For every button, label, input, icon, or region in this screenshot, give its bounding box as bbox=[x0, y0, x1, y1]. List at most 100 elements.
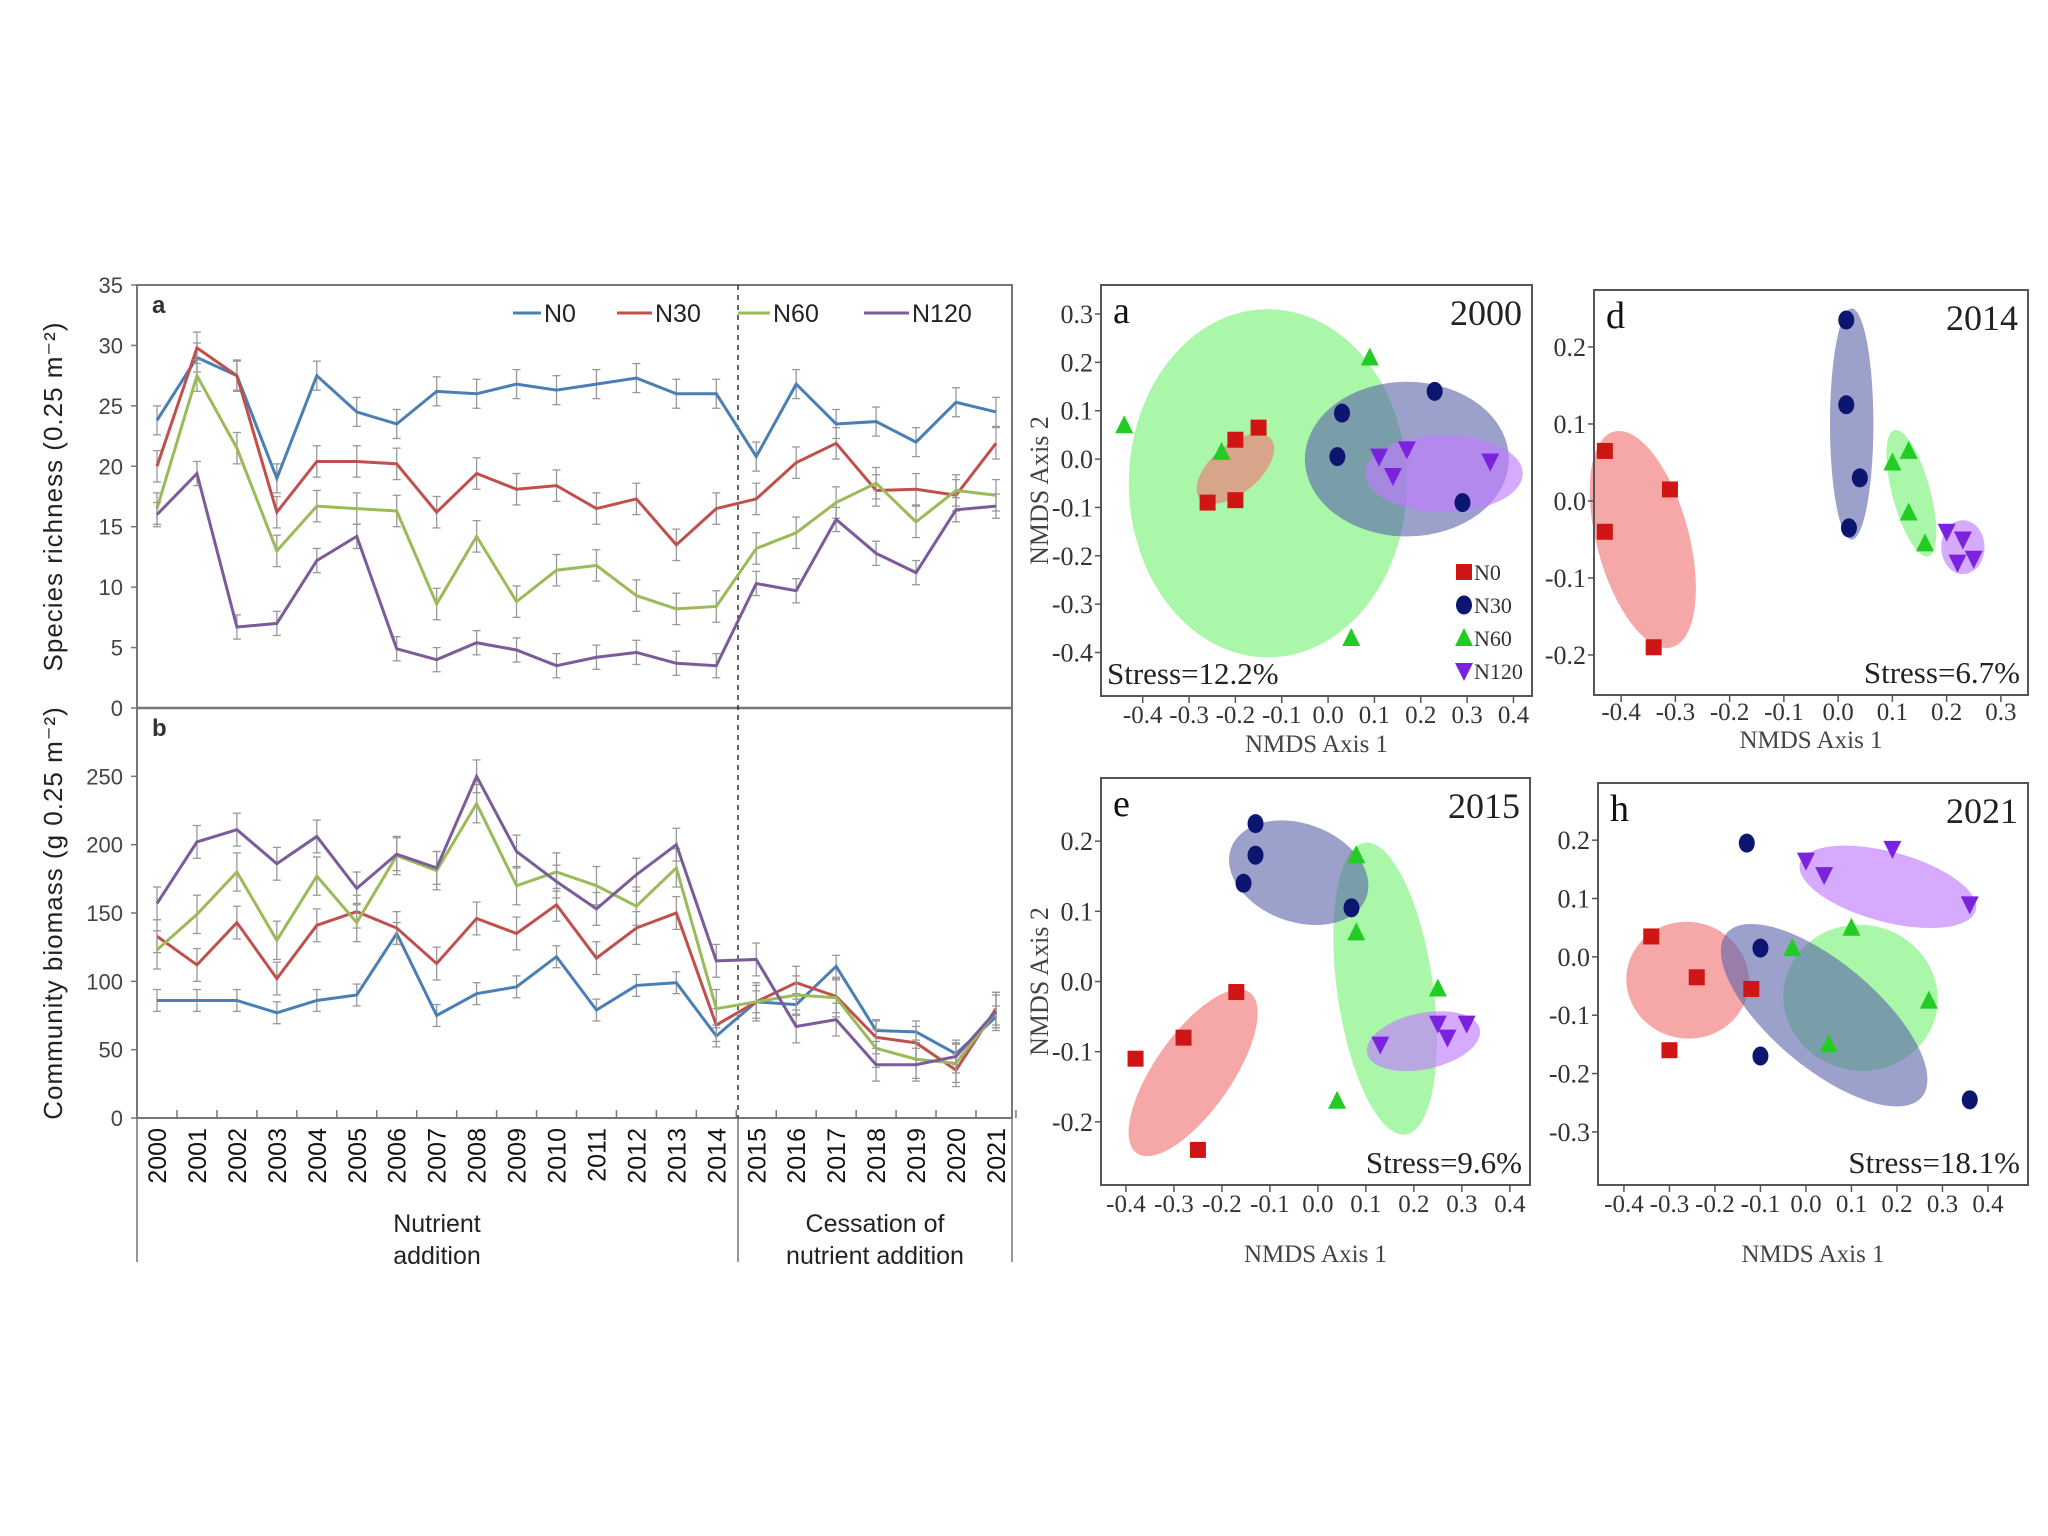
period-label: Nutrient bbox=[393, 1210, 481, 1238]
x-tick-label: 0.2 bbox=[1931, 699, 1962, 726]
y-tick-label: 150 bbox=[86, 901, 123, 926]
stress-value: Stress=9.6% bbox=[1366, 1145, 1522, 1180]
x-tick-label: 2017 bbox=[823, 1128, 851, 1184]
triangle-marker bbox=[1783, 938, 1802, 957]
y-tick-label: 5 bbox=[111, 636, 123, 661]
plot-frame bbox=[1100, 284, 1533, 697]
series-line bbox=[156, 902, 998, 1073]
panel-year: 2014 bbox=[1946, 298, 2018, 338]
y-tick-label: -0.4 bbox=[1052, 638, 1093, 667]
series-line bbox=[156, 800, 998, 1065]
square-marker bbox=[1688, 969, 1705, 986]
x-tick-label: 0.1 bbox=[1877, 699, 1908, 726]
x-tick-label: -0.1 bbox=[1262, 702, 1302, 729]
series-line bbox=[155, 371, 997, 611]
panel-letter: h bbox=[1610, 788, 1629, 830]
triangle-marker bbox=[1428, 978, 1447, 997]
x-tick-label: 2009 bbox=[504, 1128, 532, 1184]
square-marker bbox=[1643, 928, 1660, 945]
inverted-triangle-marker bbox=[1960, 896, 1979, 915]
x-tick-label: 2004 bbox=[304, 1128, 332, 1184]
inverted-triangle-marker bbox=[1953, 531, 1972, 550]
legend-marker-N30 bbox=[1456, 595, 1472, 615]
y-tick-label: 0.1 bbox=[1061, 397, 1094, 426]
panel-letter: e bbox=[1113, 783, 1130, 825]
triangle-marker bbox=[1899, 502, 1918, 521]
triangle-marker bbox=[1360, 347, 1379, 366]
triangle-marker bbox=[1915, 533, 1934, 552]
y-tick-label: 0.1 bbox=[1558, 885, 1591, 914]
series-line bbox=[155, 470, 997, 668]
series-N120 bbox=[153, 460, 1000, 679]
circle-marker bbox=[1454, 493, 1471, 513]
x-tick-label: -0.1 bbox=[1764, 699, 1804, 726]
triangle-marker bbox=[1842, 917, 1861, 936]
x-axis-title: NMDS Axis 1 bbox=[1245, 731, 1388, 758]
circle-marker bbox=[1329, 447, 1346, 467]
y-tick-label: 15 bbox=[99, 515, 123, 540]
x-tick-label: 2011 bbox=[583, 1128, 611, 1182]
series-line bbox=[157, 930, 997, 1056]
series-N30 bbox=[153, 331, 1000, 562]
inverted-triangle-marker bbox=[1964, 550, 1983, 569]
x-tick-label: -0.2 bbox=[1710, 699, 1750, 726]
legend-marker-N60 bbox=[1455, 628, 1473, 646]
period-label: addition bbox=[393, 1242, 481, 1270]
y-tick-label: 0.0 bbox=[1554, 487, 1587, 516]
circle-marker bbox=[1840, 518, 1857, 538]
inverted-triangle-marker bbox=[1428, 1015, 1447, 1034]
square-marker bbox=[1661, 1042, 1678, 1059]
inverted-triangle-marker bbox=[1948, 554, 1967, 573]
confidence-ellipse-N0 bbox=[1128, 989, 1258, 1157]
x-tick-label: 2016 bbox=[783, 1128, 811, 1184]
y-tick-label: 0.0 bbox=[1061, 445, 1094, 474]
square-marker bbox=[1596, 442, 1613, 459]
legend-label-N30: N30 bbox=[655, 300, 701, 328]
y-tick-label: 0.2 bbox=[1554, 333, 1587, 362]
series-N120 bbox=[153, 759, 1000, 1082]
x-tick-label: 0.3 bbox=[1927, 1191, 1958, 1218]
x-tick-label: -0.3 bbox=[1169, 702, 1209, 729]
square-marker bbox=[1175, 1029, 1192, 1046]
x-tick-label: 2021 bbox=[983, 1128, 1011, 1184]
confidence-ellipse-N0 bbox=[1196, 433, 1275, 504]
nmds-panel-h: -0.4 -0.3 -0.2 -0.1 0.0 0.1 0.2 0.3 0.40.20.10.0… bbox=[1549, 782, 2029, 1268]
confidence-ellipse-N30 bbox=[1720, 923, 1928, 1107]
stress-value: Stress=18.1% bbox=[1848, 1145, 2020, 1180]
y-tick-label: 0.0 bbox=[1061, 968, 1094, 997]
x-axis-title: NMDS Axis 1 bbox=[1741, 1241, 1884, 1268]
square-marker bbox=[1661, 481, 1678, 498]
inverted-triangle-marker bbox=[1397, 441, 1416, 460]
y-tick-label: 0.2 bbox=[1061, 827, 1094, 856]
inverted-triangle-marker bbox=[1371, 1036, 1390, 1055]
y-tick-label: -0.1 bbox=[1052, 1038, 1093, 1067]
legend-label-N0: N0 bbox=[544, 300, 576, 328]
circle-marker bbox=[1343, 898, 1360, 918]
panel-year: 2021 bbox=[1946, 791, 2018, 831]
x-tick-label: 0.4 bbox=[1972, 1191, 2004, 1218]
triangle-marker bbox=[1883, 452, 1902, 471]
triangle-marker bbox=[1899, 440, 1918, 459]
panel-letter: a bbox=[152, 292, 166, 319]
x-tick-label: 0.0 bbox=[1790, 1191, 1821, 1218]
x-tick-label: 0.4 bbox=[1494, 1191, 1526, 1218]
circle-marker bbox=[1247, 845, 1264, 865]
inverted-triangle-marker bbox=[1815, 867, 1834, 886]
x-tick-label: -0.2 bbox=[1216, 702, 1256, 729]
x-tick-label: 2019 bbox=[903, 1128, 931, 1184]
inverted-triangle-marker bbox=[1383, 467, 1402, 486]
confidence-ellipse-N0 bbox=[1589, 430, 1696, 648]
x-tick-label: 2006 bbox=[384, 1128, 412, 1184]
x-tick-label: 2014 bbox=[703, 1128, 731, 1184]
stress-value: Stress=6.7% bbox=[1864, 655, 2020, 690]
x-tick-label: 2020 bbox=[943, 1128, 971, 1184]
x-tick-label: 2008 bbox=[464, 1128, 492, 1184]
circle-marker bbox=[1738, 833, 1755, 853]
x-tick-label: 2018 bbox=[863, 1128, 891, 1184]
x-tick-label: -0.2 bbox=[1202, 1191, 1242, 1218]
series-line bbox=[155, 772, 998, 1067]
series-line bbox=[155, 355, 997, 483]
triangle-marker bbox=[1819, 1034, 1838, 1053]
panel-year: 2000 bbox=[1450, 293, 1522, 333]
y-tick-label: 100 bbox=[86, 969, 123, 994]
